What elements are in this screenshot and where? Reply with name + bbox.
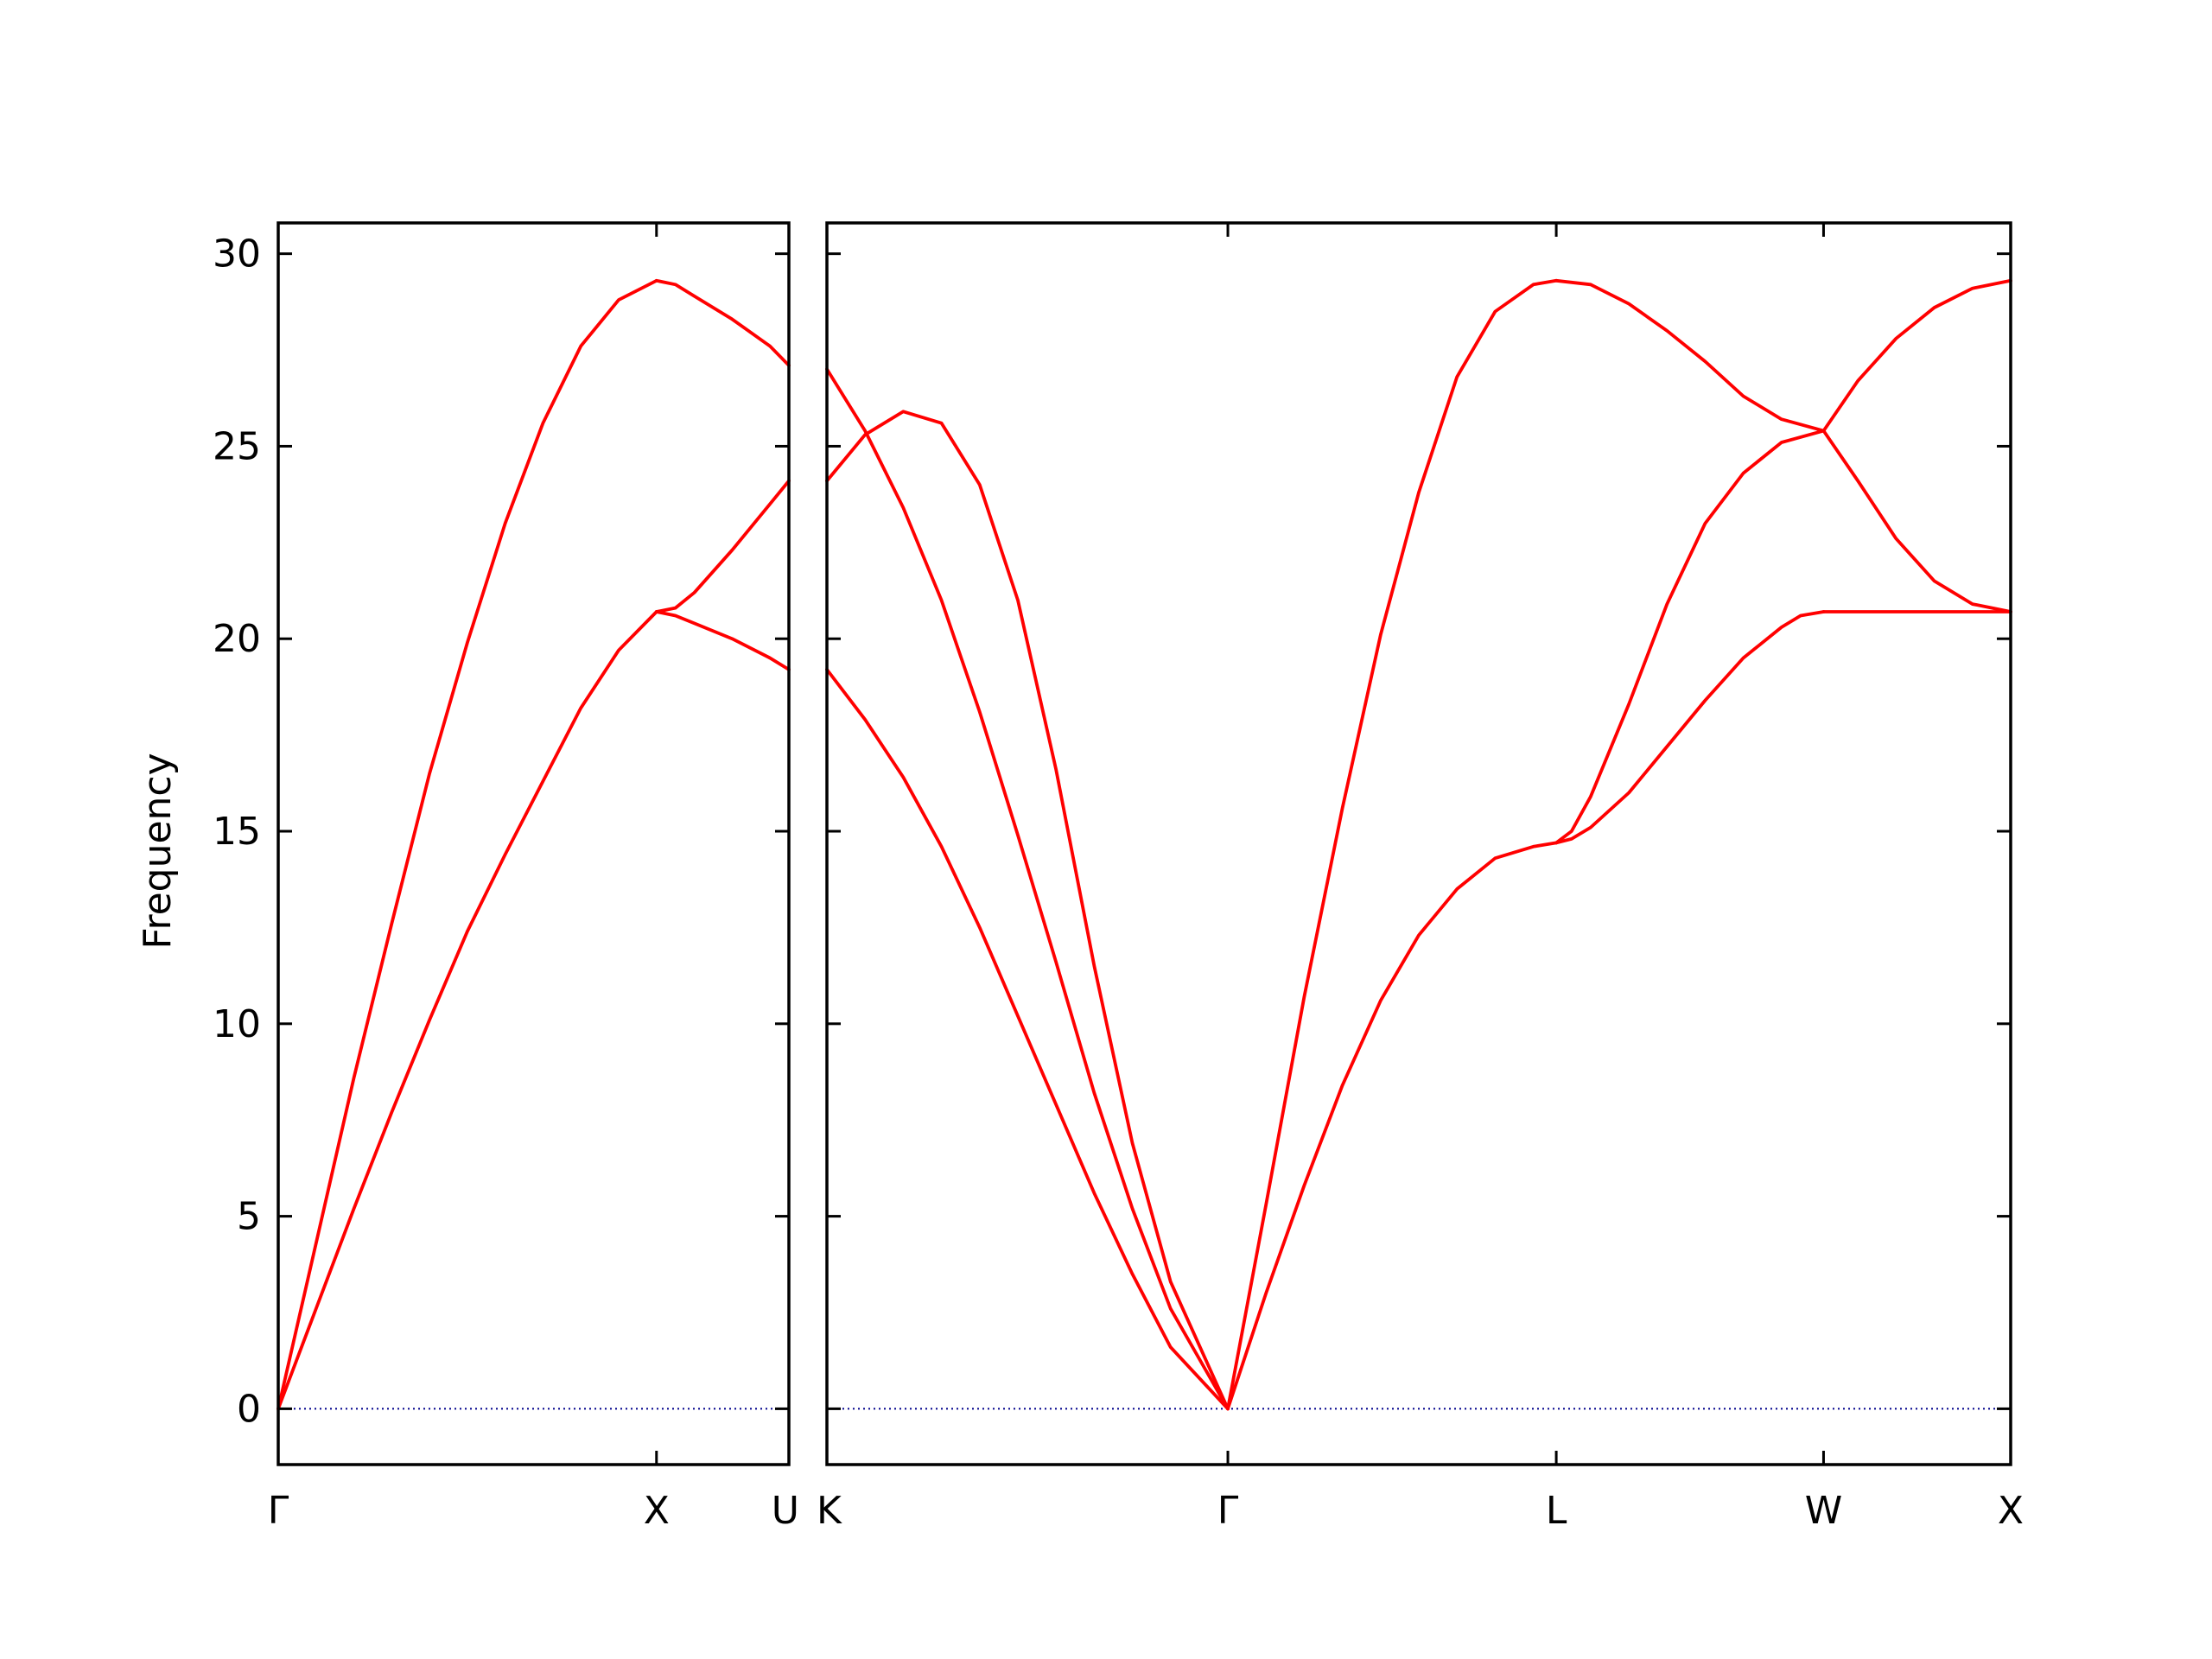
band-line-2-5 <box>1226 278 1558 1411</box>
band-line-1-1 <box>276 610 658 1411</box>
band-line-2-2 <box>825 367 1230 1411</box>
x-tick-label: X <box>644 1489 670 1533</box>
x-tick-label: K <box>817 1489 842 1533</box>
band-line-2-6 <box>1554 610 1826 845</box>
y-tick-label: 15 <box>213 810 261 854</box>
x-tick-label: Γ <box>1217 1489 1239 1533</box>
band-line-2-10 <box>1821 278 2012 433</box>
band-line-2-4 <box>1226 841 1558 1411</box>
x-tick-label: L <box>1546 1489 1567 1533</box>
y-tick-label: 0 <box>237 1387 261 1431</box>
y-tick-label: 20 <box>213 617 261 661</box>
y-tick-label: 5 <box>237 1195 261 1239</box>
y-axis-title: Frequency <box>136 753 180 949</box>
x-tick-label: Γ <box>268 1489 289 1533</box>
panel-1: 0 5 10 15 20 25 30 Γ X U <box>213 221 799 1533</box>
chart-panels: 0 5 10 15 20 25 30 Γ X U K Γ L W X <box>213 221 2024 1533</box>
x-tick-label: U <box>772 1489 799 1533</box>
band-line-1-5 <box>654 610 791 671</box>
band-line-2-3 <box>825 410 1230 1411</box>
band-line-2-7 <box>1554 429 1826 845</box>
panel-frame <box>825 221 2012 1466</box>
y-tick-label: 25 <box>213 424 261 468</box>
band-line-1-2 <box>276 278 658 1411</box>
panel-frame <box>276 221 791 1466</box>
x-tick-label: W <box>1805 1489 1843 1533</box>
x-tick-label: X <box>1998 1489 2024 1533</box>
y-tick-label: 10 <box>213 1002 261 1046</box>
band-line-1-3 <box>654 479 791 613</box>
band-line-1-4 <box>654 278 791 367</box>
band-line-2-8 <box>1554 278 1826 433</box>
band-line-2-1 <box>825 668 1230 1411</box>
band-line-2-9 <box>1821 429 2012 613</box>
y-tick-label: 30 <box>213 232 261 276</box>
